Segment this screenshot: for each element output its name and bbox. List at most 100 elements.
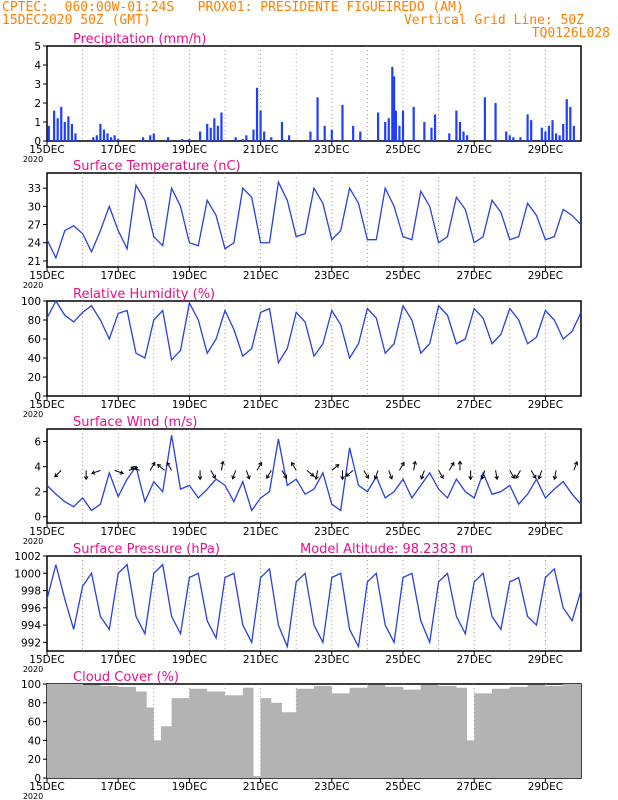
x-tick-label: 25DEC xyxy=(385,654,420,666)
precip-bar xyxy=(572,125,575,141)
wind-arrow-head xyxy=(119,470,124,475)
precip-bar xyxy=(109,137,113,141)
wind-arrow-head xyxy=(494,475,499,481)
precip-bar xyxy=(220,112,223,141)
x-tick-label: 23DEC xyxy=(314,399,349,411)
wind-arrow-head xyxy=(439,474,444,479)
precip-bar xyxy=(152,133,155,141)
precip-bar xyxy=(166,137,170,141)
wind-arrow-head xyxy=(314,475,319,481)
y-tick-label: 1000 xyxy=(14,568,41,580)
panel-title: Surface Temperature (nC) xyxy=(73,159,241,174)
x-tick-label: 15DEC xyxy=(29,654,64,666)
x-tick-label: 17DEC xyxy=(100,526,135,538)
wind-arrow-head xyxy=(420,475,425,480)
wind-arrow-head xyxy=(151,461,156,467)
wind-arrow xyxy=(530,470,537,479)
y-tick-label: 20 xyxy=(28,372,41,384)
panel-title: Cloud Cover (%) xyxy=(73,670,179,685)
precip-bar xyxy=(252,129,255,141)
precip-bar xyxy=(74,133,77,141)
wind-arrow xyxy=(345,469,354,477)
precip-bar xyxy=(558,135,561,141)
precip-bar xyxy=(149,135,152,141)
x-tick-label: 21DEC xyxy=(243,526,278,538)
cloud-cover-area xyxy=(47,684,581,778)
wind-arrow-head xyxy=(197,476,203,481)
panel-frame xyxy=(46,300,582,397)
precip-bar xyxy=(209,127,212,141)
wind-arrow xyxy=(554,470,557,480)
wind-arrow xyxy=(438,470,444,479)
y-tick-label: 994 xyxy=(21,620,41,632)
y-tick-label: 0 xyxy=(34,512,41,524)
precip-bar xyxy=(234,137,237,141)
precip-bar xyxy=(455,110,458,141)
wind-arrow-head xyxy=(373,475,379,480)
wind-arrow-head xyxy=(283,474,288,479)
x-tick-label: 17DEC xyxy=(100,270,135,282)
x-tick-label: 15DEC xyxy=(29,144,64,156)
panel-frame xyxy=(46,45,582,142)
wind-arrow xyxy=(281,470,287,479)
x-tick-label: 27DEC xyxy=(456,654,491,666)
precip-bar xyxy=(376,112,380,141)
x-tick-label: 19DEC xyxy=(172,270,207,282)
wind-arrow xyxy=(374,470,379,479)
y-tick-label: 100 xyxy=(21,679,41,691)
precip-bar xyxy=(60,106,63,141)
y-tick-label: 1 xyxy=(34,117,41,129)
precip-bar xyxy=(512,137,515,141)
wind-arrow xyxy=(114,469,124,474)
x-tick-label: 23DEC xyxy=(314,270,349,282)
wind-arrow xyxy=(315,470,319,480)
wind-arrow-head xyxy=(412,460,418,465)
x-tick-label: 29DEC xyxy=(528,144,563,156)
wind-arrow xyxy=(306,469,315,477)
precip-bar xyxy=(465,135,469,141)
wind-arrow xyxy=(420,470,425,479)
precip-bar xyxy=(494,103,497,141)
precip-bar xyxy=(359,131,362,141)
precip-bar xyxy=(95,135,98,141)
x-tick-label: 27DEC xyxy=(456,781,491,793)
precip-bar xyxy=(505,131,508,141)
y-tick-label: 0 xyxy=(34,773,41,785)
precip-bar xyxy=(519,137,522,141)
x-tick-label: 17DEC xyxy=(100,144,135,156)
x-tick-label: 23DEC xyxy=(314,526,349,538)
precip-bar xyxy=(562,123,565,141)
wind-arrow-head xyxy=(552,475,558,481)
year-label: 2020 xyxy=(23,537,43,546)
precip-bar xyxy=(551,120,554,141)
precip-bar xyxy=(540,127,543,141)
series-line xyxy=(46,299,582,365)
wind-arrow-head xyxy=(457,460,463,465)
x-tick-label: 15DEC xyxy=(29,781,64,793)
wind-arrow xyxy=(149,462,156,471)
y-tick-label: 80 xyxy=(28,698,41,710)
wind-arrow xyxy=(363,470,369,479)
wind-arrow-head xyxy=(211,474,216,479)
precip-bar xyxy=(508,135,511,141)
wind-arrow xyxy=(130,466,140,471)
precip-bar xyxy=(188,139,191,141)
precip-bar xyxy=(316,97,319,141)
wind-arrow xyxy=(54,470,62,478)
precip-bar xyxy=(401,110,405,141)
precip-bar xyxy=(547,125,551,141)
x-tick-label: 15DEC xyxy=(29,270,64,282)
precip-bar xyxy=(216,125,219,141)
precip-bar xyxy=(198,131,202,141)
precip-bar xyxy=(206,123,209,141)
y-tick-label: 60 xyxy=(28,334,41,346)
x-tick-label: 27DEC xyxy=(456,270,491,282)
x-tick-label: 21DEC xyxy=(243,270,278,282)
wind-arrow-head xyxy=(166,461,171,467)
precip-bar xyxy=(63,122,66,141)
wind-arrow-head xyxy=(220,460,225,465)
y-tick-label: 0 xyxy=(34,136,41,148)
wind-arrow-head xyxy=(266,474,271,479)
wind-arrow xyxy=(509,470,515,479)
